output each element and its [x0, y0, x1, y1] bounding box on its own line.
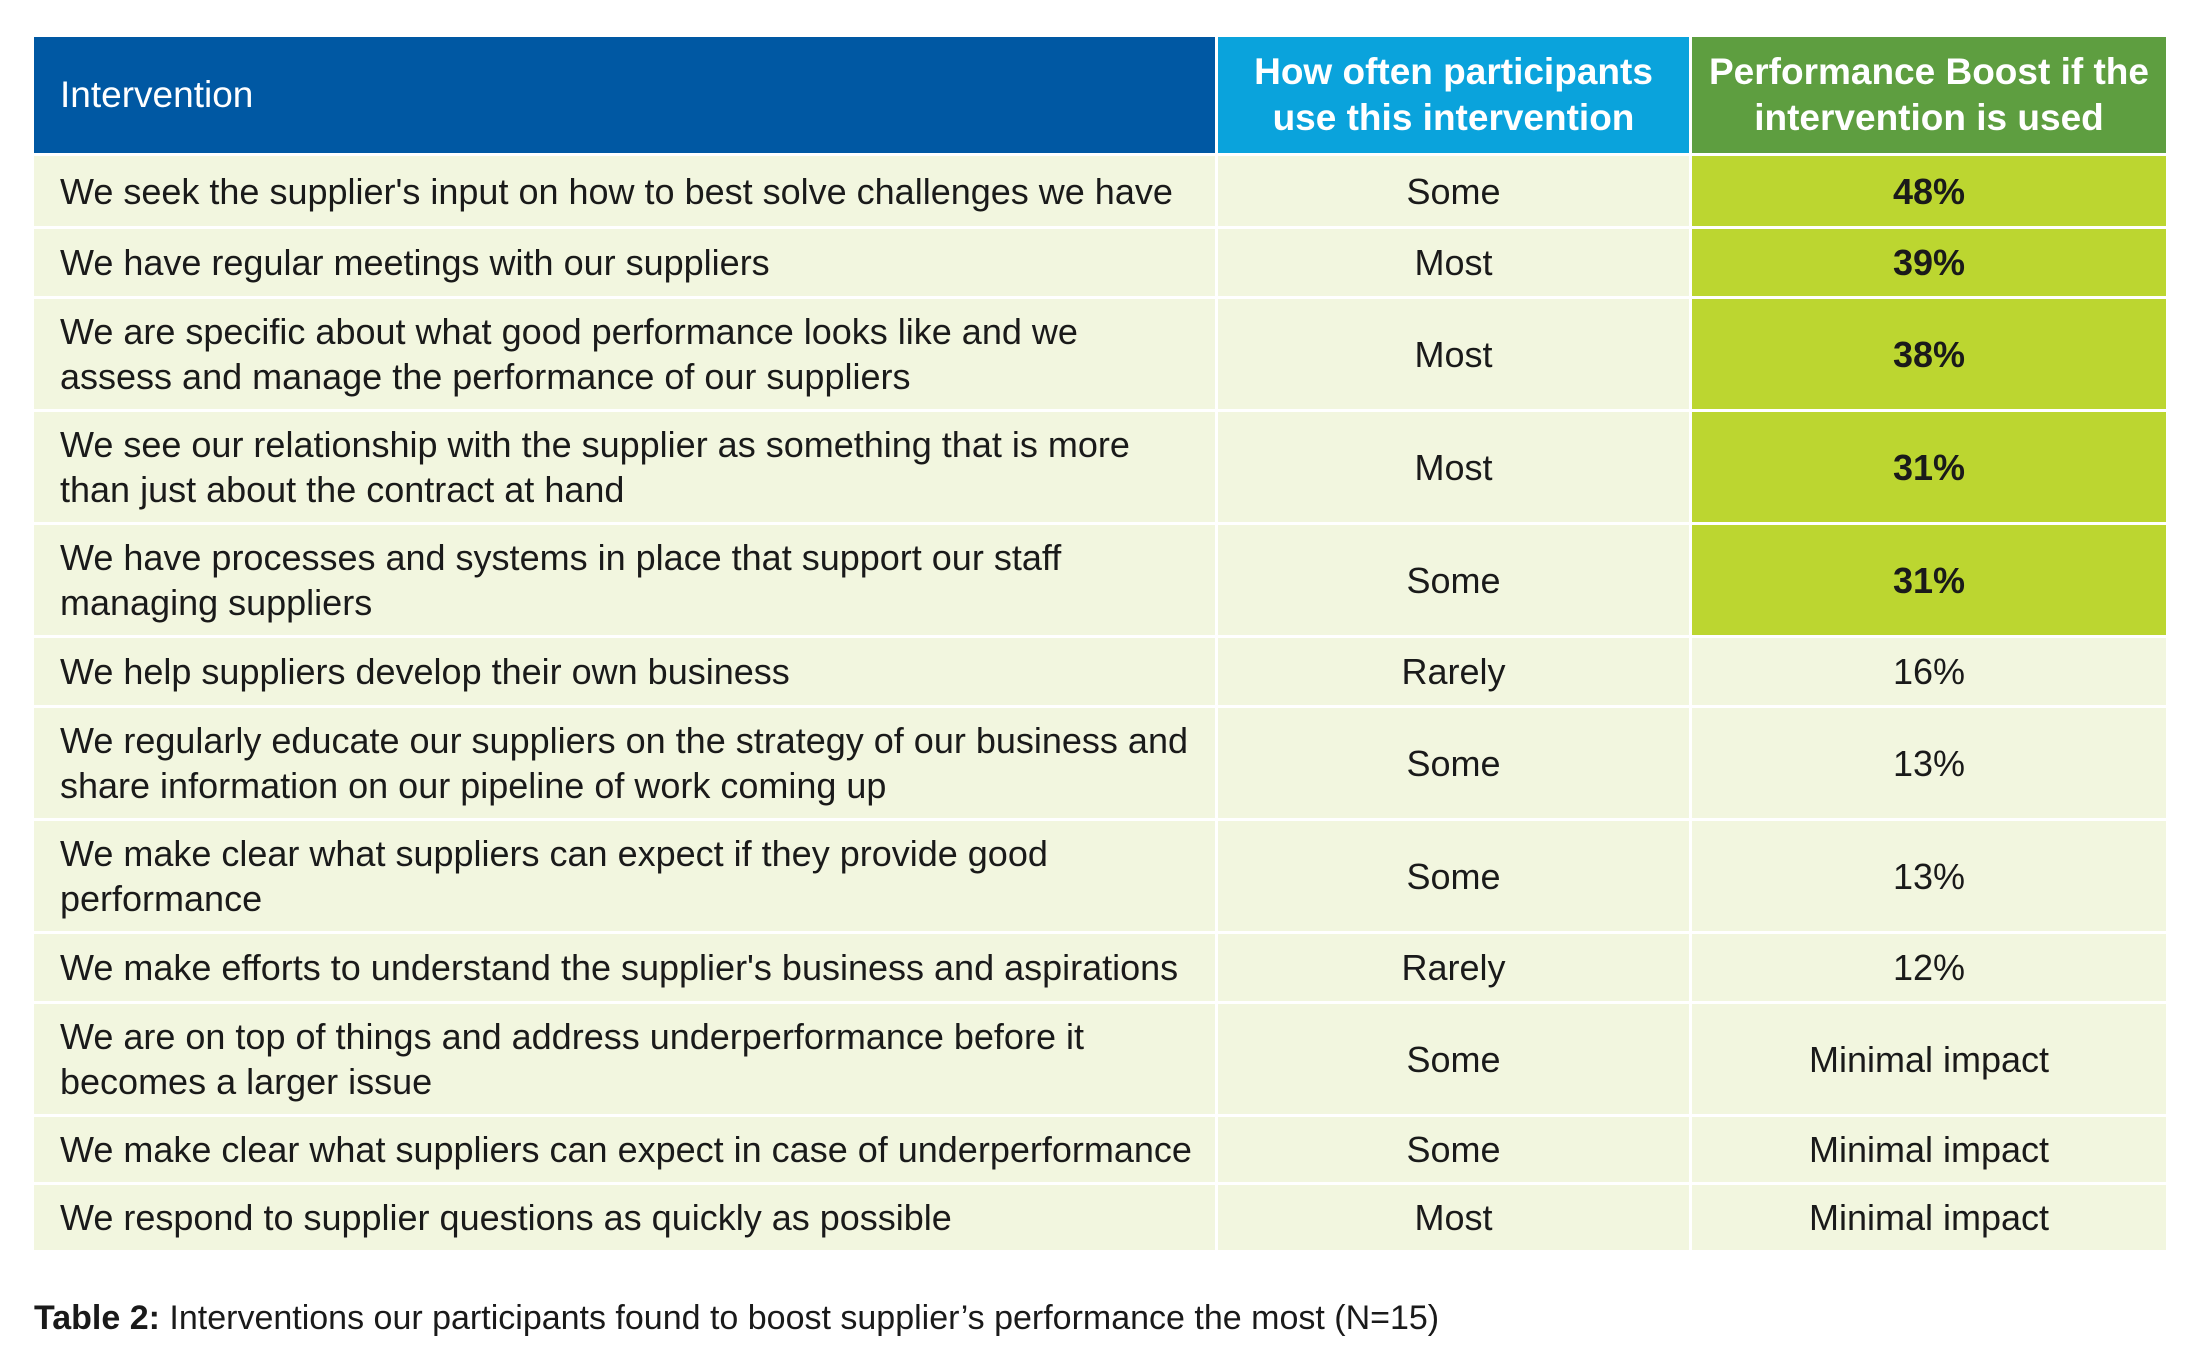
intervention-cell: We make clear what suppliers can expect … [34, 821, 1218, 931]
intervention-cell: We are on top of things and address unde… [34, 1004, 1218, 1114]
caption-text: Interventions our participants found to … [159, 1299, 1440, 1337]
performance-boost-cell: 13% [1692, 821, 2166, 931]
performance-boost-cell: Minimal impact [1692, 1117, 2166, 1182]
frequency-cell: Some [1218, 525, 1692, 635]
header-frequency: How often participants use this interven… [1218, 37, 1692, 153]
intervention-cell: We make efforts to understand the suppli… [34, 934, 1218, 1001]
table-row: We make clear what suppliers can expect … [34, 821, 2166, 934]
intervention-cell: We seek the supplier's input on how to b… [34, 156, 1218, 226]
frequency-cell: Rarely [1218, 934, 1692, 1001]
performance-boost-cell: Minimal impact [1692, 1185, 2166, 1250]
frequency-cell: Some [1218, 708, 1692, 818]
table-row: We have processes and systems in place t… [34, 525, 2166, 638]
intervention-cell: We make clear what suppliers can expect … [34, 1117, 1218, 1182]
performance-boost-cell: 38% [1692, 299, 2166, 409]
table-row: We help suppliers develop their own busi… [34, 638, 2166, 708]
performance-boost-cell: 12% [1692, 934, 2166, 1001]
interventions-table: Intervention How often participants use … [34, 37, 2166, 1253]
frequency-cell: Most [1218, 229, 1692, 296]
table-row: We seek the supplier's input on how to b… [34, 156, 2166, 229]
table-caption: Table 2: Interventions our participants … [34, 1296, 1439, 1340]
performance-boost-cell: 16% [1692, 638, 2166, 705]
table-row: We have regular meetings with our suppli… [34, 229, 2166, 299]
header-performance-boost: Performance Boost if the intervention is… [1692, 37, 2166, 153]
performance-boost-cell: 39% [1692, 229, 2166, 296]
frequency-cell: Rarely [1218, 638, 1692, 705]
frequency-cell: Most [1218, 1185, 1692, 1250]
intervention-cell: We have processes and systems in place t… [34, 525, 1218, 635]
intervention-cell: We respond to supplier questions as quic… [34, 1185, 1218, 1250]
frequency-cell: Some [1218, 156, 1692, 226]
table-row: We see our relationship with the supplie… [34, 412, 2166, 525]
intervention-cell: We see our relationship with the supplie… [34, 412, 1218, 522]
frequency-cell: Some [1218, 1117, 1692, 1182]
performance-boost-cell: 48% [1692, 156, 2166, 226]
performance-boost-cell: 31% [1692, 525, 2166, 635]
performance-boost-cell: Minimal impact [1692, 1004, 2166, 1114]
intervention-cell: We help suppliers develop their own busi… [34, 638, 1218, 705]
table-row: We respond to supplier questions as quic… [34, 1185, 2166, 1253]
frequency-cell: Some [1218, 821, 1692, 931]
table-row: We are specific about what good performa… [34, 299, 2166, 412]
table-row: We regularly educate our suppliers on th… [34, 708, 2166, 821]
table-row: We make clear what suppliers can expect … [34, 1117, 2166, 1185]
performance-boost-cell: 31% [1692, 412, 2166, 522]
table-body: We seek the supplier's input on how to b… [34, 156, 2166, 1253]
performance-boost-cell: 13% [1692, 708, 2166, 818]
table-header-row: Intervention How often participants use … [34, 37, 2166, 156]
table-row: We are on top of things and address unde… [34, 1004, 2166, 1117]
header-intervention: Intervention [34, 37, 1218, 153]
intervention-cell: We are specific about what good performa… [34, 299, 1218, 409]
frequency-cell: Most [1218, 412, 1692, 522]
intervention-cell: We regularly educate our suppliers on th… [34, 708, 1218, 818]
intervention-cell: We have regular meetings with our suppli… [34, 229, 1218, 296]
frequency-cell: Most [1218, 299, 1692, 409]
frequency-cell: Some [1218, 1004, 1692, 1114]
caption-label: Table 2: [34, 1299, 160, 1337]
table-row: We make efforts to understand the suppli… [34, 934, 2166, 1004]
